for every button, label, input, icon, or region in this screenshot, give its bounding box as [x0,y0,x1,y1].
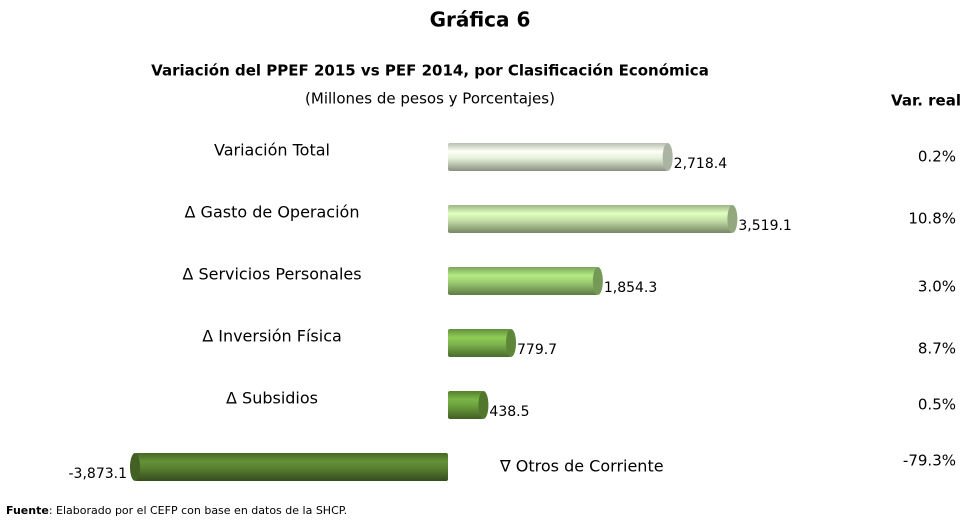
chart-units: (Millones de pesos y Porcentajes) [305,90,555,108]
source: Fuente: Elaborado por el CEFP con base e… [6,504,347,517]
category-label: ∇ Otros de Corriente [499,457,664,476]
var-real-label: 10.8% [908,210,956,228]
bar [448,143,668,171]
source-text: : Elaborado por el CEFP con base en dato… [49,504,347,517]
var-real-label: -79.3% [903,452,956,470]
chart-subtitle: Variación del PPEF 2015 vs PEF 2014, por… [151,62,709,80]
bar-cap [506,329,517,357]
bar-cap [130,453,140,481]
bar [448,205,733,233]
category-label: Variación Total [214,141,330,160]
category-label: Δ Inversión Física [202,327,342,346]
var-real-label: 8.7% [918,340,956,358]
category-label: Δ Servicios Personales [182,265,361,284]
source-label: Fuente [6,504,49,517]
value-label: 1,854.3 [604,280,657,296]
var-real-label: 3.0% [918,278,956,296]
column-title: Var. real [891,92,961,110]
category-label: Δ Gasto de Operación [185,203,360,222]
value-label: -3,873.1 [69,466,128,482]
value-label: 779.7 [517,342,557,358]
bar [448,391,484,419]
var-real-label: 0.5% [918,396,956,414]
bar [448,267,598,295]
value-label: 438.5 [489,404,529,420]
bar-cap [662,143,673,171]
bar [448,329,512,357]
category-label: Δ Subsidios [226,389,318,408]
value-label: 3,519.1 [738,218,791,234]
bar-cap [592,267,603,295]
bar-cap [727,205,738,233]
chart-title: Gráfica 6 [430,8,531,32]
bar [135,453,448,481]
value-label: 2,718.4 [674,156,728,172]
var-real-label: 0.2% [918,148,956,166]
bar-cap [478,391,489,419]
